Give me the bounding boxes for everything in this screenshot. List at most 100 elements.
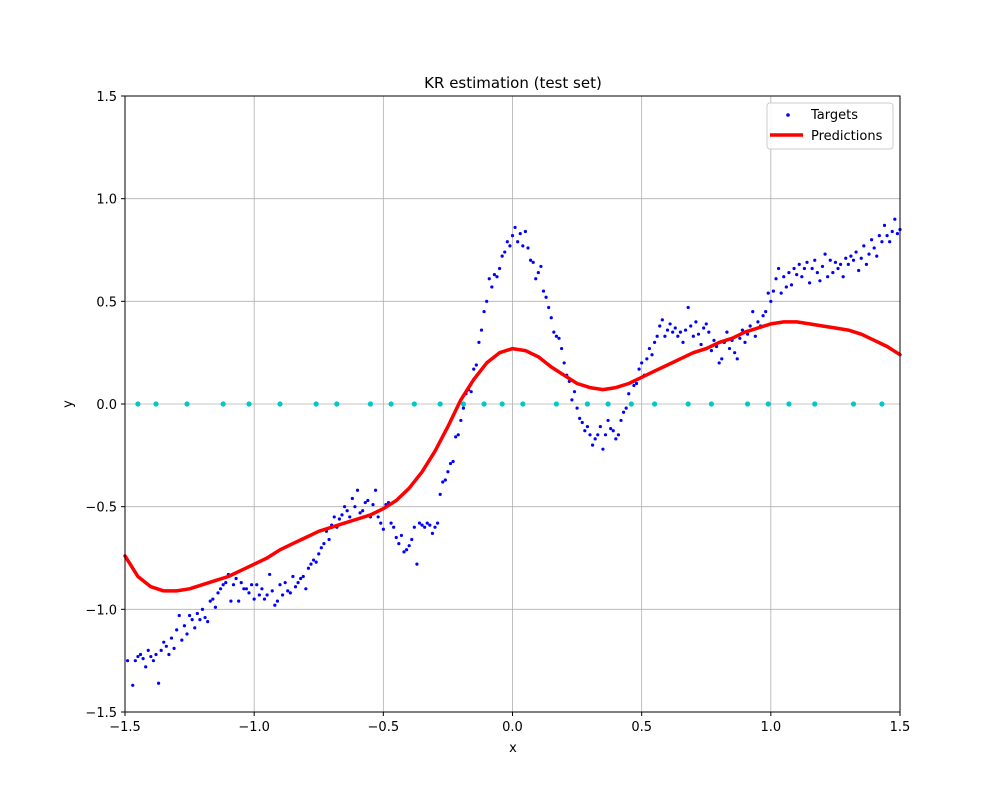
target-point: [353, 505, 357, 509]
target-point: [433, 525, 437, 529]
target-point: [614, 437, 618, 441]
target-point: [278, 583, 282, 587]
target-point: [655, 334, 659, 338]
target-point: [293, 585, 298, 589]
zero-marker: [220, 401, 226, 407]
target-point: [376, 515, 380, 519]
target-point: [342, 505, 347, 509]
target-point: [619, 418, 623, 423]
target-point: [358, 511, 362, 515]
target-point: [327, 537, 331, 542]
target-point: [417, 521, 422, 525]
target-point: [683, 328, 688, 332]
target-point: [402, 550, 406, 554]
target-point: [407, 544, 411, 548]
target-point: [430, 531, 435, 535]
target-point: [774, 277, 778, 281]
target-point: [304, 587, 308, 591]
target-point: [877, 234, 881, 238]
x-axis-label: x: [509, 741, 517, 756]
target-point: [198, 618, 202, 622]
target-point: [216, 591, 220, 595]
zero-marker: [277, 401, 283, 407]
target-point: [459, 418, 463, 423]
target-point: [800, 275, 804, 279]
target-point: [810, 266, 814, 271]
target-point: [438, 492, 442, 496]
target-point: [252, 597, 256, 601]
zero-marker: [437, 401, 443, 407]
plot-area: [123, 217, 902, 687]
target-point: [193, 626, 197, 630]
y-tick-label: 0.5: [96, 295, 117, 310]
target-point: [580, 420, 584, 425]
target-point: [373, 488, 378, 492]
target-point: [404, 548, 409, 552]
target-point: [534, 277, 538, 281]
target-point: [133, 659, 137, 663]
target-point: [273, 603, 277, 607]
target-point: [379, 521, 383, 525]
target-point: [862, 244, 866, 248]
target-point: [559, 346, 564, 351]
y-tick-label: −1.0: [85, 603, 117, 618]
target-point: [221, 583, 225, 587]
target-point: [671, 330, 675, 334]
target-point: [554, 334, 559, 338]
target-point: [782, 275, 786, 279]
y-tick-label: 1.5: [96, 90, 117, 105]
target-point: [270, 589, 274, 593]
target-point: [668, 322, 672, 326]
target-point: [399, 533, 404, 538]
target-point: [771, 289, 776, 293]
target-point: [288, 591, 292, 595]
target-point: [474, 363, 478, 367]
target-point: [296, 581, 300, 585]
chart-title: KR estimation (test set): [424, 74, 602, 92]
target-point: [428, 523, 432, 527]
target-point: [425, 521, 429, 525]
target-point: [190, 618, 194, 622]
target-point: [536, 270, 540, 275]
target-point: [151, 659, 156, 663]
target-point: [652, 340, 657, 344]
target-point: [776, 266, 781, 271]
target-point: [182, 624, 187, 628]
zero-marker: [786, 401, 792, 407]
target-point: [410, 537, 414, 542]
target-point: [761, 314, 765, 318]
zero-marker: [605, 401, 611, 407]
target-point: [169, 636, 174, 640]
target-point: [262, 597, 267, 601]
target-point: [541, 289, 546, 293]
target-point: [740, 328, 745, 332]
target-point: [340, 513, 344, 517]
target-point: [849, 254, 853, 258]
target-point: [149, 654, 153, 659]
target-point: [461, 406, 466, 410]
target-point: [268, 572, 272, 577]
target-point: [621, 410, 626, 414]
legend-targets-label: Targets: [810, 108, 858, 123]
target-point: [588, 433, 592, 437]
x-tick-label: 1.0: [760, 720, 781, 735]
target-point: [609, 427, 613, 431]
target-point: [647, 346, 652, 351]
target-point: [319, 546, 323, 550]
target-point: [851, 258, 856, 262]
x-axis: −1.5 −1.0 −0.5 0.0 0.5 1.0 1.5: [109, 712, 910, 735]
target-point: [807, 281, 812, 285]
target-point: [707, 330, 711, 334]
target-point: [544, 295, 548, 299]
target-point: [200, 607, 205, 611]
target-point: [888, 240, 892, 244]
target-point: [389, 521, 393, 525]
target-point: [720, 357, 724, 361]
target-point: [838, 262, 843, 266]
target-point: [787, 270, 791, 275]
target-point: [841, 275, 845, 279]
target-point: [523, 229, 528, 234]
target-point: [309, 562, 313, 566]
target-point: [665, 328, 670, 332]
target-point: [350, 496, 354, 501]
